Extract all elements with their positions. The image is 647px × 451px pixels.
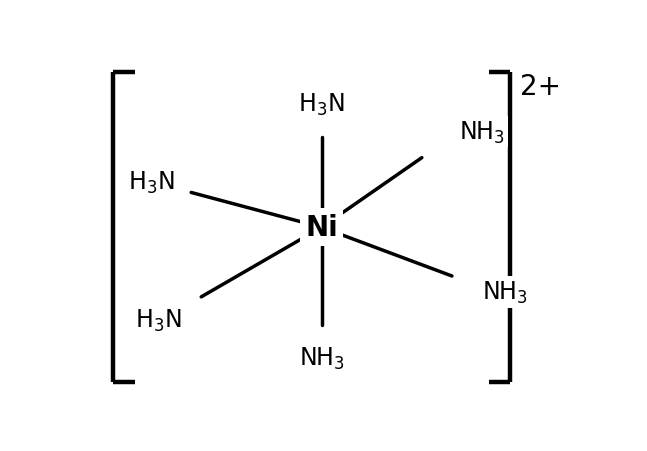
Text: H$_3$N: H$_3$N — [127, 170, 175, 196]
Text: NH$_3$: NH$_3$ — [482, 279, 528, 305]
Text: NH$_3$: NH$_3$ — [459, 119, 505, 145]
Text: NH$_3$: NH$_3$ — [299, 345, 344, 371]
Text: H$_3$N: H$_3$N — [298, 92, 345, 118]
Text: 2+: 2+ — [520, 73, 560, 101]
Text: H$_3$N: H$_3$N — [135, 307, 182, 333]
Text: Ni: Ni — [305, 214, 338, 242]
